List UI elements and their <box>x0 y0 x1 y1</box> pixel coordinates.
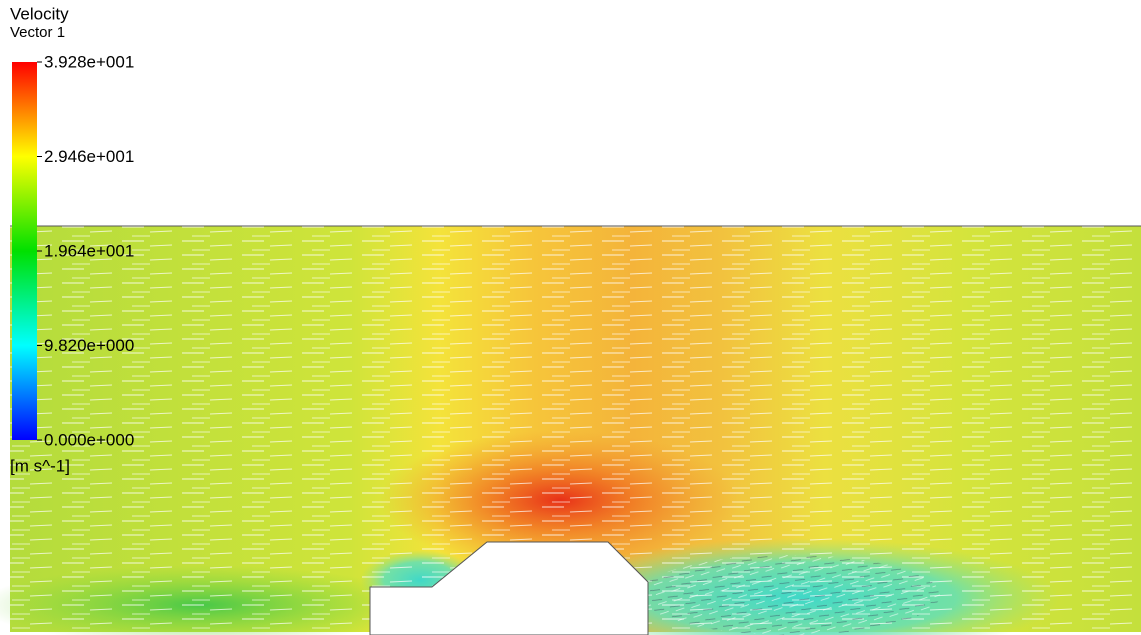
obstacle <box>369 541 649 635</box>
legend-ticks: 3.928e+001 2.946e+001 1.964e+001 9.820e+000… <box>37 52 134 449</box>
tick-label: 3.928e+001 <box>44 52 134 71</box>
color-legend: Velocity Vector 1 3.928e+001 2.946e+001 1.… <box>10 4 134 475</box>
tick-label: 2.946e+001 <box>44 147 134 166</box>
legend-title: Velocity <box>10 4 69 23</box>
flow-field <box>0 225 1141 635</box>
legend-unit: [m s^-1] <box>10 456 70 475</box>
color-bar <box>12 62 37 440</box>
tick-label: 9.820e+000 <box>44 336 134 355</box>
tick-label: 1.964e+001 <box>44 241 134 260</box>
legend-subtitle: Vector 1 <box>10 24 65 41</box>
vortex-arrows <box>640 555 940 635</box>
tick-label: 0.000e+000 <box>44 430 134 449</box>
